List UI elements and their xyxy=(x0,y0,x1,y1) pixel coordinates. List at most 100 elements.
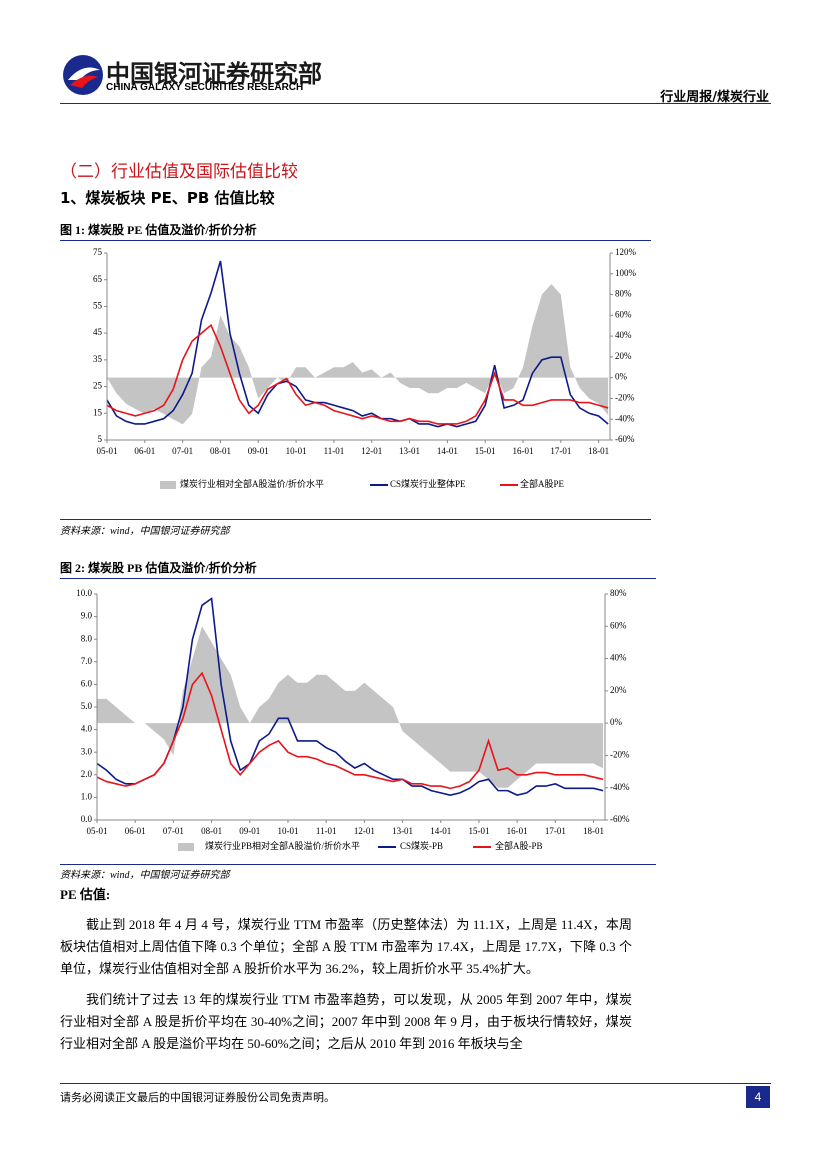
y-tick-label: 5.0 xyxy=(81,701,93,711)
legend-swatch xyxy=(178,843,194,851)
y2-tick-label: 20% xyxy=(610,685,627,695)
x-tick-label: 17-01 xyxy=(550,446,571,456)
y2-tick-label: 40% xyxy=(610,653,627,663)
chart: 0.0 1.0 2.0 3.0 4.0 5.0 6.0 7.0 8.0 9.0 10.0 -60% -4… xyxy=(76,588,630,851)
y2-tick-label: -20% xyxy=(615,393,635,403)
pe-line xyxy=(96,597,604,796)
logo-en: CHINA GALAXY SECURITIES RESEARCH xyxy=(106,82,304,93)
y2-tick-label: 40% xyxy=(615,330,632,340)
y-tick-label: 65 xyxy=(93,274,103,284)
disclaimer: 请务必阅读正文最后的中国银河证券股份公司免责声明。 xyxy=(60,1092,335,1104)
y-tick-label: 0.0 xyxy=(81,814,93,824)
x-tick-label: 06-01 xyxy=(134,446,155,456)
y-tick-label: 5 xyxy=(98,434,103,444)
x-tick-label: 10-01 xyxy=(286,446,307,456)
figure-rule xyxy=(60,519,651,520)
x-tick-label: 14-01 xyxy=(437,446,458,456)
legend-label: 煤炭行业相对全部A股溢价/折价水平 xyxy=(180,478,324,489)
y-tick-label: 8.0 xyxy=(81,633,93,643)
y-tick-label: 7.0 xyxy=(81,656,93,666)
y2-tick-label: 20% xyxy=(615,351,632,361)
logo-cn: 中国银河证券研究部 xyxy=(106,60,322,88)
y2-tick-label: -40% xyxy=(610,782,630,792)
y2-tick-label: 0% xyxy=(615,372,628,382)
y-tick-label: 45 xyxy=(93,327,103,337)
pe-line xyxy=(106,260,609,428)
x-tick-label: 05-01 xyxy=(97,446,118,456)
legend-label: 煤炭行业PB相对全部A股溢价/折价水平 xyxy=(205,840,360,851)
x-tick-label: 07-01 xyxy=(172,446,193,456)
x-tick-label: 06-01 xyxy=(125,826,146,836)
y-tick-label: 55 xyxy=(93,300,103,310)
x-tick-label: 14-01 xyxy=(430,826,451,836)
source: 资料来源：wind，中国银河证券研究部 xyxy=(60,526,230,537)
x-tick-label: 16-01 xyxy=(507,826,528,836)
pe-line xyxy=(96,671,604,790)
figure-title: 图 1: 煤炭股 PE 估值及溢价/折价分析 xyxy=(60,223,257,237)
footer-rule xyxy=(60,1083,771,1084)
x-tick-label: 18-01 xyxy=(588,446,609,456)
x-tick-label: 13-01 xyxy=(399,446,420,456)
figure-rule xyxy=(60,864,656,865)
x-tick-label: 13-01 xyxy=(392,826,413,836)
premium-area xyxy=(97,626,604,788)
y-tick-label: 6.0 xyxy=(81,678,93,688)
figure-title: 图 2: 煤炭股 PB 估值及溢价/折价分析 xyxy=(60,561,257,575)
paragraph: 我们统计了过去 13 年的煤炭行业 TTM 市盈率趋势，可以发现，从 2005 … xyxy=(60,992,632,1051)
subsection-title: 1、煤炭板块 PE、PB 估值比较 xyxy=(60,189,275,207)
legend-label: 全部A股-PB xyxy=(495,840,543,851)
x-tick-label: 10-01 xyxy=(277,826,298,836)
legend-swatch xyxy=(160,481,176,489)
y-tick-label: 1.0 xyxy=(81,791,93,801)
y2-tick-label: 120% xyxy=(615,247,637,257)
x-tick-label: 08-01 xyxy=(201,826,222,836)
x-tick-label: 12-01 xyxy=(354,826,375,836)
y2-tick-label: 60% xyxy=(615,309,632,319)
y2-tick-label: 100% xyxy=(615,268,637,278)
figure-rule xyxy=(60,578,656,579)
y-tick-label: 2.0 xyxy=(81,769,93,779)
logo xyxy=(63,55,103,95)
report-type: 行业周报/煤炭行业 xyxy=(660,90,769,105)
x-tick-label: 07-01 xyxy=(163,826,184,836)
x-tick-label: 18-01 xyxy=(583,826,604,836)
y-tick-label: 15 xyxy=(93,407,103,417)
legend-label: CS煤炭-PB xyxy=(400,840,443,851)
y-tick-label: 75 xyxy=(93,247,103,257)
x-tick-label: 05-01 xyxy=(87,826,108,836)
y2-tick-label: -60% xyxy=(615,434,635,444)
y2-tick-label: 80% xyxy=(610,588,627,598)
x-tick-label: 09-01 xyxy=(248,446,269,456)
legend-label: CS煤炭行业整体PE xyxy=(390,478,466,489)
x-tick-label: 12-01 xyxy=(361,446,382,456)
y2-tick-label: 0% xyxy=(610,717,623,727)
y-tick-label: 35 xyxy=(93,354,103,364)
premium-area xyxy=(107,284,609,425)
y-tick-label: 4.0 xyxy=(81,724,93,734)
x-tick-label: 11-01 xyxy=(316,826,337,836)
y2-tick-label: -40% xyxy=(615,413,635,423)
y2-tick-label: -60% xyxy=(610,814,630,824)
pe-line xyxy=(106,323,609,425)
y2-tick-label: 80% xyxy=(615,289,632,299)
source: 资料来源：wind，中国银河证券研究部 xyxy=(60,870,230,881)
y-tick-label: 9.0 xyxy=(81,611,93,621)
x-tick-label: 15-01 xyxy=(475,446,496,456)
y-tick-label: 3.0 xyxy=(81,746,93,756)
x-tick-label: 09-01 xyxy=(239,826,260,836)
legend-label: 全部A股PE xyxy=(520,478,565,489)
x-tick-label: 16-01 xyxy=(513,446,534,456)
x-tick-label: 08-01 xyxy=(210,446,231,456)
x-tick-label: 15-01 xyxy=(468,826,489,836)
page-number: 4 xyxy=(746,1086,770,1108)
x-tick-label: 17-01 xyxy=(545,826,566,836)
pe-heading: PE 估值: xyxy=(60,887,111,902)
chart: 5 15 25 35 45 55 65 75 -60% -40% -20% 0% 20% 40% 60% 80… xyxy=(93,247,637,489)
x-tick-label: 11-01 xyxy=(324,446,345,456)
section-title: （二）行业估值及国际估值比较 xyxy=(60,162,298,181)
y2-tick-label: -20% xyxy=(610,749,630,759)
paragraph: 截止到 2018 年 4 月 4 号，煤炭行业 TTM 市盈率（历史整体法）为 … xyxy=(60,917,632,976)
figure-rule xyxy=(60,240,651,241)
y-tick-label: 10.0 xyxy=(76,588,92,598)
